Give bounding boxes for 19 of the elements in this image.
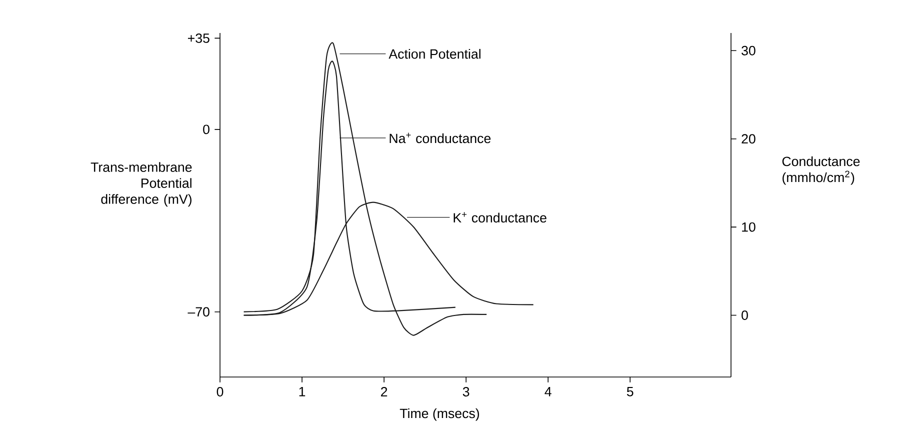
y2-tick-label: 30 xyxy=(742,46,756,56)
y2-tick-label: 0 xyxy=(742,310,748,320)
y2-tick-label: 20 xyxy=(742,134,756,144)
y2-axis-title: Conductance (mmho/cm$^{2}$) xyxy=(782,156,860,185)
legend-label: K$^{+}$ conductance xyxy=(454,212,546,223)
x-tick-label: 5 xyxy=(626,387,634,396)
x-tick-label: 1 xyxy=(299,387,306,396)
x-tick-label: 2 xyxy=(381,387,388,396)
y-tick-label: +35 xyxy=(188,33,210,43)
x-tick-label: 0 xyxy=(216,387,224,396)
x-axis-title: Time (msecs) xyxy=(400,408,480,421)
y-tick-label: 0 xyxy=(203,124,210,134)
y-axis-title: Trans-membrane Potential difference (mV) xyxy=(90,162,192,207)
legend-label: Action Potential xyxy=(388,48,480,59)
legend-label: Na$^{+}$ conductance xyxy=(390,132,491,144)
x-tick-label: 3 xyxy=(462,387,470,396)
y2-tick-label: 10 xyxy=(742,222,756,232)
x-tick-label: 4 xyxy=(544,387,552,396)
y-tick-label: –70 xyxy=(188,307,210,317)
